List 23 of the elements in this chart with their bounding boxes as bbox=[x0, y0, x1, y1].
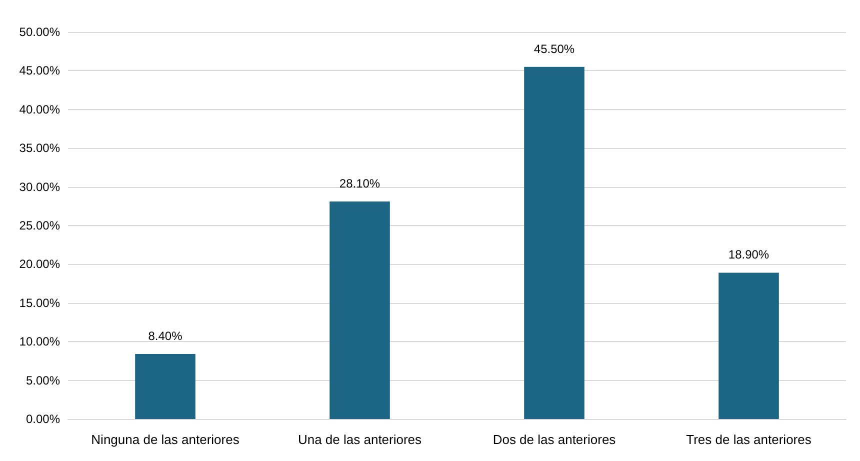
y-tick-label: 30.00% bbox=[19, 180, 60, 194]
y-tick-label: 50.00% bbox=[19, 25, 60, 39]
x-tick-label: Dos de las anteriores bbox=[492, 432, 616, 447]
y-tick-label: 45.00% bbox=[19, 64, 60, 78]
data-label: 45.50% bbox=[534, 42, 575, 56]
x-tick-label: Ninguna de las anteriores bbox=[91, 432, 240, 447]
y-tick-label: 0.00% bbox=[26, 412, 60, 426]
y-tick-label: 25.00% bbox=[19, 218, 60, 232]
data-label: 8.40% bbox=[148, 328, 183, 343]
bar bbox=[135, 354, 196, 419]
y-tick-label: 15.00% bbox=[19, 296, 60, 310]
bar bbox=[330, 202, 390, 419]
y-tick-label: 20.00% bbox=[19, 257, 60, 272]
x-tick-label: Una de las anteriores bbox=[298, 432, 422, 447]
bar bbox=[524, 66, 584, 419]
bar bbox=[718, 272, 779, 419]
x-tick-label: Tres de las anteriores bbox=[686, 432, 812, 447]
y-tick-label: 40.00% bbox=[19, 102, 60, 116]
data-label: 18.90% bbox=[728, 248, 770, 262]
y-tick-label: 35.00% bbox=[19, 141, 60, 156]
y-tick-label: 10.00% bbox=[19, 334, 60, 349]
y-tick-label: 5.00% bbox=[26, 373, 60, 388]
data-label: 28.10% bbox=[339, 176, 380, 191]
